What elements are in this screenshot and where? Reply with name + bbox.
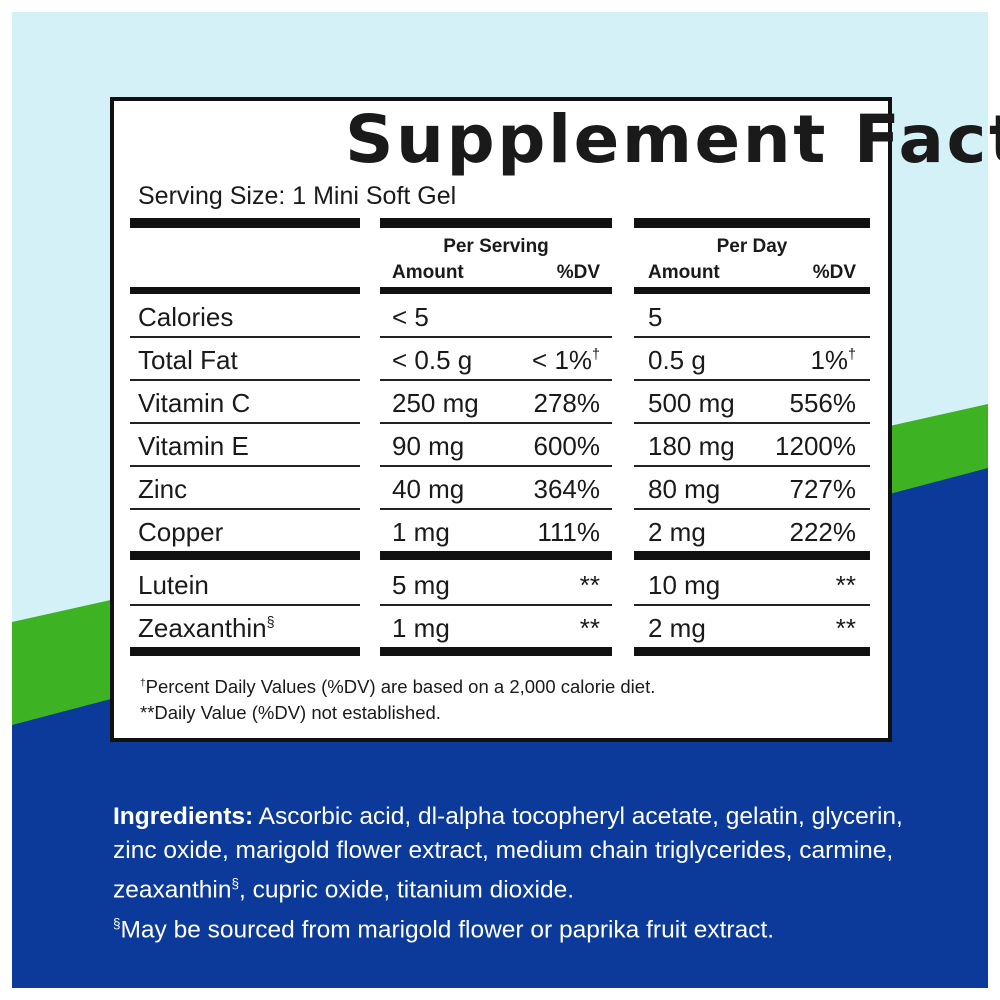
thin-rule <box>130 604 360 606</box>
nutrient: Zeaxanthin§ <box>138 612 275 643</box>
serving-size: Serving Size: 1 Mini Soft Gel <box>138 181 457 210</box>
thin-rule <box>130 336 360 338</box>
thick-rule <box>634 218 870 228</box>
nutrient: Vitamin E <box>138 430 249 461</box>
thick-rule <box>380 218 612 228</box>
thick-rule <box>380 647 612 656</box>
serving-dv: < 1%† <box>532 344 600 375</box>
ingredients: Ingredients: Ascorbic acid, dl-alpha toc… <box>113 800 913 947</box>
day-dv: ** <box>835 612 856 643</box>
serving-dv: 364% <box>533 473 601 504</box>
nutrient: Zinc <box>138 473 188 504</box>
ingredients-text: Ingredients: Ascorbic acid, dl-alpha toc… <box>113 800 913 907</box>
day-amount: 2 mg <box>648 516 706 547</box>
thin-rule <box>634 465 870 467</box>
day-dv: 556% <box>789 387 857 418</box>
serving-amount: 40 mg <box>392 473 465 504</box>
thin-rule <box>380 604 612 606</box>
thick-rule <box>130 551 360 560</box>
thin-rule <box>380 508 612 510</box>
footnote: **Daily Value (%DV) not established. <box>140 701 441 723</box>
ingredients-note: §May be sourced from marigold flower or … <box>113 907 913 947</box>
thin-rule <box>634 604 870 606</box>
thin-rule <box>130 465 360 467</box>
day-dv: 222% <box>789 516 857 547</box>
thin-rule <box>130 422 360 424</box>
thin-rule <box>634 422 870 424</box>
header: %DV <box>812 261 856 283</box>
ingredients-list-end: , cupric oxide, titanium dioxide. <box>239 876 575 904</box>
title: Supplement Facts <box>345 101 1000 178</box>
serving-dv: 278% <box>533 387 601 418</box>
header: Per Serving <box>443 235 549 257</box>
thin-rule <box>634 508 870 510</box>
day-amount: 80 mg <box>648 473 721 504</box>
day-amount: 2 mg <box>648 612 706 643</box>
serving-amount: < 5 <box>392 301 429 332</box>
superscript: § <box>266 614 275 631</box>
thick-rule <box>634 551 870 560</box>
superscript: § <box>231 876 240 891</box>
header: Amount <box>392 261 464 283</box>
nutrient: Lutein <box>138 569 209 600</box>
thin-rule <box>634 336 870 338</box>
ingredients-list: Ascorbic acid, dl-alpha tocopheryl aceta… <box>113 803 903 904</box>
thin-rule <box>380 422 612 424</box>
superscript: † <box>848 346 856 363</box>
superscript: † <box>140 677 146 689</box>
footnote: †Percent Daily Values (%DV) are based on… <box>140 675 656 697</box>
serving-dv: ** <box>579 612 600 643</box>
header: Amount <box>648 261 720 283</box>
serving-amount: 90 mg <box>392 430 465 461</box>
nutrient: Calories <box>138 301 234 332</box>
serving-amount: 5 mg <box>392 569 450 600</box>
header: Per Day <box>716 235 788 257</box>
day-dv: 727% <box>789 473 857 504</box>
serving-amount: 1 mg <box>392 516 450 547</box>
day-amount: 500 mg <box>648 387 735 418</box>
serving-amount: 1 mg <box>392 612 450 643</box>
day-amount: 180 mg <box>648 430 735 461</box>
serving-dv: 600% <box>533 430 601 461</box>
day-dv: 1%† <box>810 344 856 375</box>
day-amount: 0.5 g <box>648 344 706 375</box>
thick-rule <box>380 551 612 560</box>
day-amount: 10 mg <box>648 569 721 600</box>
supplement-facts-label: Supplement Facts Serving Size: 1 Mini Sof… <box>110 97 1000 742</box>
serving-dv: 111% <box>537 516 600 547</box>
serving-dv: ** <box>579 569 600 600</box>
thin-rule <box>380 379 612 381</box>
nutrient: Total Fat <box>138 344 238 375</box>
thick-rule <box>130 287 360 294</box>
header: %DV <box>556 261 600 283</box>
serving-amount: < 0.5 g <box>392 344 473 375</box>
day-amount: 5 <box>648 301 663 332</box>
nutrient: Copper <box>138 516 224 547</box>
ingredients-label: Ingredients: <box>113 803 254 830</box>
superscript: † <box>592 346 600 363</box>
note-text: May be sourced from marigold flower or p… <box>120 916 775 944</box>
thick-rule <box>130 218 360 228</box>
superscript: § <box>113 915 121 931</box>
footnote-text: Percent Daily Values (%DV) are based on … <box>145 675 656 697</box>
day-dv: ** <box>835 569 856 600</box>
thin-rule <box>634 379 870 381</box>
thin-rule <box>380 336 612 338</box>
thin-rule <box>130 379 360 381</box>
thick-rule <box>130 647 360 656</box>
thick-rule <box>380 287 612 294</box>
thick-rule <box>634 647 870 656</box>
thin-rule <box>130 508 360 510</box>
thick-rule <box>634 287 870 294</box>
nutrient: Vitamin C <box>138 387 251 418</box>
footnote-text: **Daily Value (%DV) not established. <box>140 701 441 723</box>
serving-amount: 250 mg <box>392 387 479 418</box>
day-dv: 1200% <box>775 430 856 461</box>
thin-rule <box>380 465 612 467</box>
